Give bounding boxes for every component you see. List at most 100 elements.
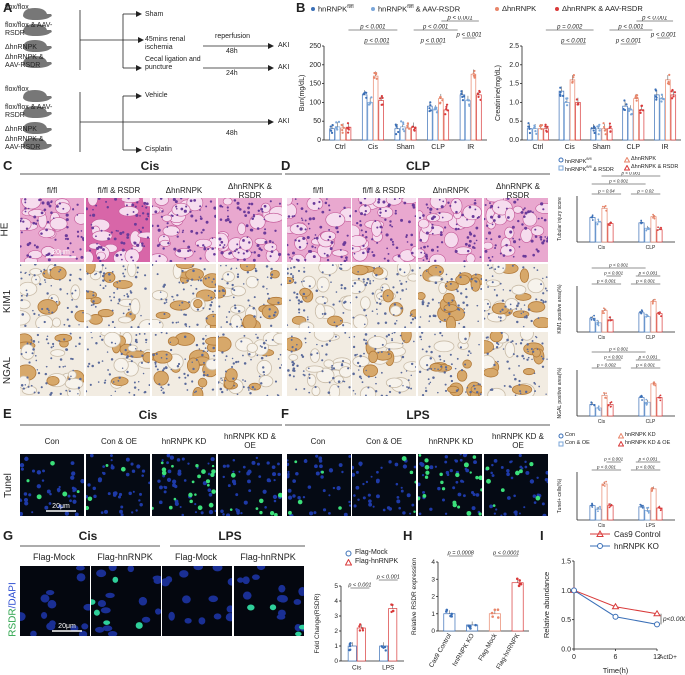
nucleus (327, 391, 331, 394)
nucleus (154, 210, 158, 214)
data-point (655, 96, 658, 99)
tunel-positive-cell (191, 480, 195, 484)
nucleus (440, 241, 444, 244)
nucleus (471, 287, 473, 290)
nucleus (419, 274, 422, 277)
data-point (490, 611, 494, 615)
y-tick-label: 3 (431, 576, 435, 583)
dapi-nucleus (500, 514, 503, 516)
nucleus (107, 369, 109, 371)
tunel-positive-cell (171, 464, 174, 468)
nucleus (245, 224, 249, 228)
nucleus (454, 201, 457, 204)
rsdr-dapi-1-image (91, 566, 161, 636)
nucleus (92, 291, 95, 294)
nucleus (32, 348, 35, 351)
nucleus (355, 296, 358, 299)
nucleus (294, 281, 297, 284)
nucleus (385, 335, 388, 338)
tubule (49, 266, 67, 281)
nucleus (180, 309, 183, 311)
nucleus (201, 353, 204, 357)
he-cis-1-image (86, 198, 150, 262)
dapi-nucleus (120, 513, 124, 516)
nucleus (231, 365, 234, 369)
ef-legend-3: hnRNPK KD & OE (625, 440, 671, 446)
nucleus (443, 308, 446, 311)
nucleus (184, 358, 187, 360)
tubule (137, 231, 150, 239)
nucleus (540, 238, 543, 241)
nucleus (135, 213, 139, 217)
mouse-icons-group-2 (23, 90, 52, 150)
nucleus (358, 290, 361, 293)
rsdr-signal (298, 624, 304, 630)
nucleus (263, 218, 266, 221)
data-point (406, 124, 409, 127)
tubule (186, 357, 200, 374)
tubule (519, 332, 534, 341)
nucleus (277, 358, 280, 360)
dapi-nucleus (421, 474, 425, 477)
nucleus (160, 332, 163, 334)
nucleus (236, 206, 240, 210)
tubule (533, 317, 548, 328)
nucleus (516, 304, 519, 308)
nucleus (160, 298, 163, 301)
nucleus (484, 203, 487, 207)
dapi-nucleus (362, 482, 365, 486)
nucleus (207, 295, 210, 297)
nucleus (145, 341, 147, 344)
nucleus (331, 364, 334, 367)
nucleus (475, 239, 478, 242)
nucleus (429, 207, 433, 211)
data-point (577, 103, 580, 106)
nucleus (385, 233, 389, 237)
data-point (460, 92, 463, 95)
nucleus (242, 379, 244, 381)
nucleus (171, 321, 174, 324)
nucleus (308, 373, 311, 376)
tubule (455, 274, 470, 286)
nucleus (465, 288, 468, 291)
x-tick-label: Flag-Mock (477, 632, 499, 662)
nucleus (277, 394, 280, 396)
nucleus (391, 240, 394, 243)
nucleus (428, 345, 431, 348)
nucleus (399, 334, 402, 337)
dapi-nucleus (198, 617, 206, 625)
nucleus (181, 269, 184, 273)
data-point (641, 221, 644, 224)
dapi-nucleus (529, 479, 535, 484)
nucleus (256, 278, 259, 281)
nucleus (158, 383, 161, 386)
ef-legend-1: Con & OE (565, 440, 590, 446)
nucleus (148, 322, 150, 325)
nucleus (268, 308, 271, 311)
nucleus (129, 290, 132, 292)
data-point (652, 299, 654, 302)
nucleus (225, 316, 228, 318)
nucleus (224, 370, 227, 373)
tubule (46, 376, 60, 386)
nucleus (167, 383, 170, 386)
tubule (54, 333, 73, 343)
nucleus (231, 357, 234, 360)
dapi-nucleus (336, 486, 341, 491)
kim1-cis-2-image (152, 264, 216, 328)
nucleus (331, 368, 333, 371)
data-point (517, 584, 521, 588)
nucleus (233, 199, 237, 202)
nucleus (360, 377, 363, 380)
nucleus (519, 342, 523, 345)
nucleus (305, 341, 307, 344)
dapi-nucleus (40, 611, 48, 619)
nucleus (184, 323, 187, 326)
nucleus (71, 299, 74, 301)
nucleus (495, 294, 499, 297)
nucleus (182, 288, 185, 291)
nucleus (212, 346, 215, 350)
nucleus (419, 238, 423, 242)
nucleus (280, 364, 282, 366)
nucleus (484, 309, 486, 312)
